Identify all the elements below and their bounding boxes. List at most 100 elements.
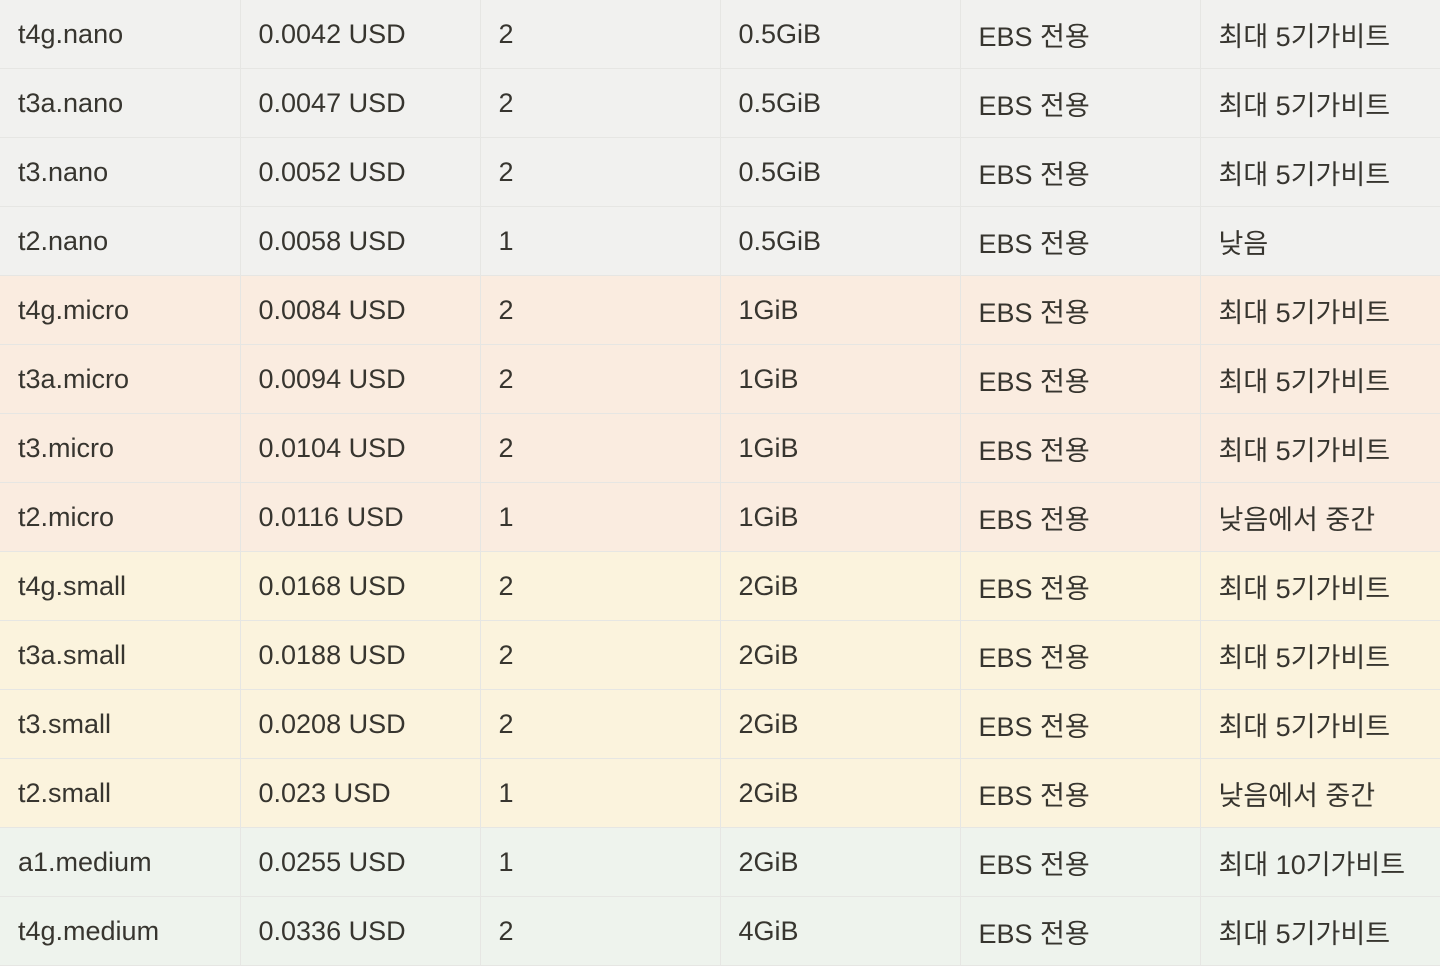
- storage-cell: EBS 전용: [959, 344, 1201, 414]
- hourly-price-cell: 0.0116 USD: [239, 482, 481, 552]
- table-row: t3a.small 0.0188 USD 2 2GiB EBS 전용 최대 5기가비트: [0, 620, 1440, 690]
- instance-type-cell: t4g.medium: [0, 896, 241, 966]
- memory-cell: 2GiB: [719, 827, 961, 897]
- hourly-price-cell: 0.0255 USD: [239, 827, 481, 897]
- hourly-price-cell: 0.0058 USD: [239, 206, 481, 276]
- table-row: t3.micro 0.0104 USD 2 1GiB EBS 전용 최대 5기가비트: [0, 413, 1440, 483]
- storage-cell: EBS 전용: [959, 137, 1201, 207]
- vcpu-cell: 2: [479, 68, 721, 138]
- instance-type-cell: t3.micro: [0, 413, 241, 483]
- instance-type-cell: t3.small: [0, 689, 241, 759]
- network-performance-cell: 최대 10기가비트: [1199, 827, 1440, 897]
- instance-type-cell: t2.nano: [0, 206, 241, 276]
- vcpu-cell: 1: [479, 206, 721, 276]
- vcpu-cell: 1: [479, 482, 721, 552]
- table-row: t3a.nano 0.0047 USD 2 0.5GiB EBS 전용 최대 5기가비트: [0, 68, 1440, 138]
- table-row: t2.nano 0.0058 USD 1 0.5GiB EBS 전용 낮음: [0, 206, 1440, 276]
- hourly-price-cell: 0.0094 USD: [239, 344, 481, 414]
- table-row: t4g.small 0.0168 USD 2 2GiB EBS 전용 최대 5기가비트: [0, 551, 1440, 621]
- memory-cell: 0.5GiB: [719, 68, 961, 138]
- hourly-price-cell: 0.0104 USD: [239, 413, 481, 483]
- storage-cell: EBS 전용: [959, 413, 1201, 483]
- instance-type-cell: t4g.nano: [0, 0, 241, 69]
- network-performance-cell: 최대 5기가비트: [1199, 275, 1440, 345]
- memory-cell: 1GiB: [719, 413, 961, 483]
- network-performance-cell: 최대 5기가비트: [1199, 413, 1440, 483]
- instance-type-cell: t3a.micro: [0, 344, 241, 414]
- storage-cell: EBS 전용: [959, 896, 1201, 966]
- network-performance-cell: 최대 5기가비트: [1199, 620, 1440, 690]
- table-row: t3a.micro 0.0094 USD 2 1GiB EBS 전용 최대 5기가비트: [0, 344, 1440, 414]
- network-performance-cell: 최대 5기가비트: [1199, 68, 1440, 138]
- storage-cell: EBS 전용: [959, 827, 1201, 897]
- storage-cell: EBS 전용: [959, 482, 1201, 552]
- instance-type-cell: t3a.nano: [0, 68, 241, 138]
- storage-cell: EBS 전용: [959, 68, 1201, 138]
- table-row: t2.micro 0.0116 USD 1 1GiB EBS 전용 낮음에서 중간: [0, 482, 1440, 552]
- memory-cell: 2GiB: [719, 758, 961, 828]
- memory-cell: 0.5GiB: [719, 206, 961, 276]
- memory-cell: 2GiB: [719, 689, 961, 759]
- hourly-price-cell: 0.0336 USD: [239, 896, 481, 966]
- memory-cell: 1GiB: [719, 275, 961, 345]
- hourly-price-cell: 0.0047 USD: [239, 68, 481, 138]
- network-performance-cell: 최대 5기가비트: [1199, 344, 1440, 414]
- storage-cell: EBS 전용: [959, 275, 1201, 345]
- vcpu-cell: 1: [479, 827, 721, 897]
- instance-type-cell: t2.small: [0, 758, 241, 828]
- table-row: a1.medium 0.0255 USD 1 2GiB EBS 전용 최대 10기가비트: [0, 827, 1440, 897]
- vcpu-cell: 2: [479, 275, 721, 345]
- instance-type-cell: t4g.micro: [0, 275, 241, 345]
- network-performance-cell: 최대 5기가비트: [1199, 896, 1440, 966]
- memory-cell: 2GiB: [719, 620, 961, 690]
- network-performance-cell: 낮음: [1199, 206, 1440, 276]
- network-performance-cell: 최대 5기가비트: [1199, 137, 1440, 207]
- vcpu-cell: 2: [479, 620, 721, 690]
- storage-cell: EBS 전용: [959, 206, 1201, 276]
- table-row: t4g.medium 0.0336 USD 2 4GiB EBS 전용 최대 5기가비트: [0, 896, 1440, 966]
- instance-type-cell: a1.medium: [0, 827, 241, 897]
- hourly-price-cell: 0.0168 USD: [239, 551, 481, 621]
- vcpu-cell: 2: [479, 689, 721, 759]
- memory-cell: 1GiB: [719, 344, 961, 414]
- storage-cell: EBS 전용: [959, 620, 1201, 690]
- vcpu-cell: 1: [479, 758, 721, 828]
- network-performance-cell: 낮음에서 중간: [1199, 758, 1440, 828]
- instance-type-cell: t3a.small: [0, 620, 241, 690]
- hourly-price-cell: 0.023 USD: [239, 758, 481, 828]
- network-performance-cell: 낮음에서 중간: [1199, 482, 1440, 552]
- table-row: t4g.micro 0.0084 USD 2 1GiB EBS 전용 최대 5기가비트: [0, 275, 1440, 345]
- hourly-price-cell: 0.0084 USD: [239, 275, 481, 345]
- memory-cell: 0.5GiB: [719, 0, 961, 69]
- storage-cell: EBS 전용: [959, 689, 1201, 759]
- table-row: t4g.nano 0.0042 USD 2 0.5GiB EBS 전용 최대 5기가비트: [0, 0, 1440, 69]
- instance-type-cell: t4g.small: [0, 551, 241, 621]
- vcpu-cell: 2: [479, 137, 721, 207]
- network-performance-cell: 최대 5기가비트: [1199, 0, 1440, 69]
- hourly-price-cell: 0.0188 USD: [239, 620, 481, 690]
- instance-type-cell: t3.nano: [0, 137, 241, 207]
- vcpu-cell: 2: [479, 551, 721, 621]
- vcpu-cell: 2: [479, 344, 721, 414]
- table-row: t2.small 0.023 USD 1 2GiB EBS 전용 낮음에서 중간: [0, 758, 1440, 828]
- vcpu-cell: 2: [479, 413, 721, 483]
- memory-cell: 0.5GiB: [719, 137, 961, 207]
- network-performance-cell: 최대 5기가비트: [1199, 551, 1440, 621]
- table-row: t3.nano 0.0052 USD 2 0.5GiB EBS 전용 최대 5기가비트: [0, 137, 1440, 207]
- storage-cell: EBS 전용: [959, 551, 1201, 621]
- table-row: t3.small 0.0208 USD 2 2GiB EBS 전용 최대 5기가비트: [0, 689, 1440, 759]
- instance-type-cell: t2.micro: [0, 482, 241, 552]
- vcpu-cell: 2: [479, 0, 721, 69]
- storage-cell: EBS 전용: [959, 0, 1201, 69]
- hourly-price-cell: 0.0042 USD: [239, 0, 481, 69]
- memory-cell: 2GiB: [719, 551, 961, 621]
- hourly-price-cell: 0.0208 USD: [239, 689, 481, 759]
- memory-cell: 4GiB: [719, 896, 961, 966]
- storage-cell: EBS 전용: [959, 758, 1201, 828]
- vcpu-cell: 2: [479, 896, 721, 966]
- memory-cell: 1GiB: [719, 482, 961, 552]
- hourly-price-cell: 0.0052 USD: [239, 137, 481, 207]
- network-performance-cell: 최대 5기가비트: [1199, 689, 1440, 759]
